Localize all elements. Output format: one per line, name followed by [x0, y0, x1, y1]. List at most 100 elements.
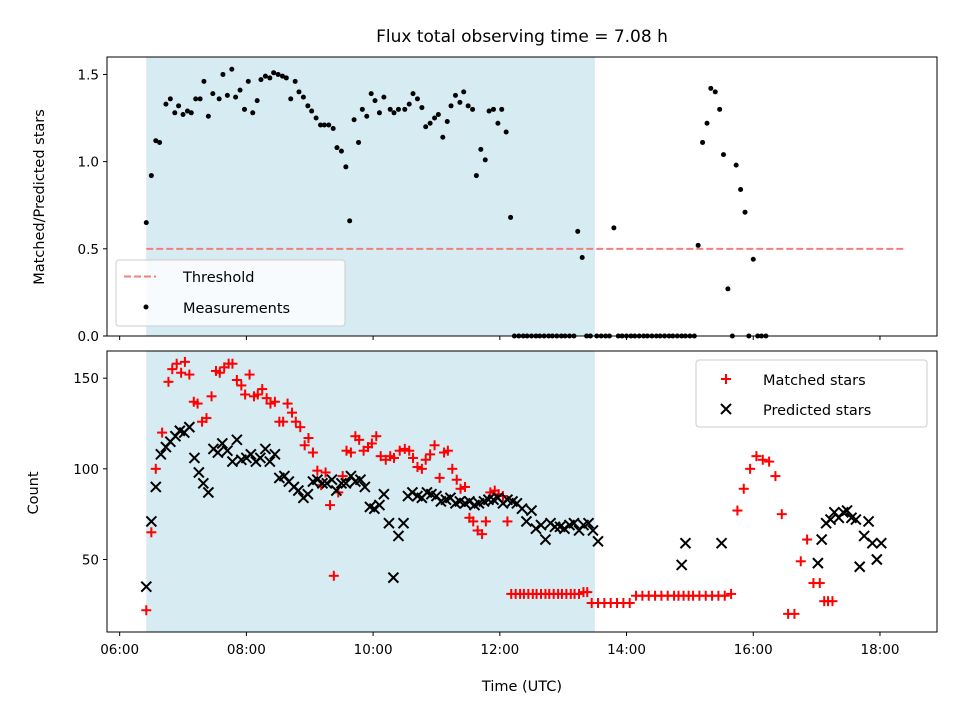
- predicted-legend-marker-b: [720, 403, 732, 415]
- measurement-point: [579, 255, 585, 261]
- predicted-point-b: [321, 477, 333, 490]
- matched-point: [770, 471, 781, 482]
- predicted-point-b: [862, 515, 875, 528]
- predicted-point: [516, 503, 528, 515]
- predicted-point: [368, 503, 381, 515]
- measurement-point: [427, 120, 433, 126]
- matched-point: [412, 462, 423, 473]
- predicted-point: [188, 452, 201, 464]
- matched-point: [416, 463, 427, 474]
- matched-point: [312, 465, 323, 476]
- predicted-point-b: [283, 475, 295, 488]
- matched-point: [214, 367, 225, 378]
- measurement-point: [153, 138, 159, 144]
- predicted-points: [140, 421, 887, 593]
- matched-point: [341, 445, 352, 456]
- measurement-point: [180, 112, 186, 118]
- matched-point: [451, 474, 462, 485]
- matched-point: [261, 393, 272, 404]
- predicted-point-b: [364, 501, 376, 513]
- predicted-point-b: [463, 495, 476, 508]
- matched-point: [477, 529, 488, 540]
- predicted-point: [824, 513, 837, 526]
- predicted-point: [264, 455, 276, 468]
- predicted-point: [245, 448, 257, 461]
- predicted-point: [850, 513, 862, 526]
- matched-point: [167, 364, 178, 375]
- predicted-point-b: [354, 474, 367, 486]
- predicted-point-b: [558, 522, 571, 535]
- measurement-point: [368, 91, 374, 97]
- predicted-point: [549, 521, 561, 533]
- predicted-point-b: [302, 488, 314, 500]
- matched-point: [328, 570, 339, 581]
- matched-point: [447, 463, 458, 474]
- predicted-legend-marker: [720, 403, 732, 415]
- ratio-legend: Threshold Measurements: [115, 259, 346, 327]
- predicted-point: [359, 481, 371, 493]
- matched-point: [404, 445, 415, 456]
- predicted-point-b: [202, 486, 215, 499]
- predicted-point: [525, 504, 538, 517]
- counts-xtick-label: 06:00: [100, 642, 139, 658]
- predicted-point-b: [264, 455, 276, 468]
- measurement-point: [423, 124, 429, 130]
- measurement-point: [262, 73, 268, 79]
- measurement-point: [372, 98, 378, 104]
- measurement-point: [717, 106, 723, 112]
- measurement-point: [167, 96, 173, 102]
- measurement-point: [338, 148, 344, 154]
- measurement-point: [143, 220, 149, 226]
- measurement-point: [334, 145, 340, 151]
- predicted-point-b: [715, 537, 728, 549]
- predicted-point: [212, 446, 224, 459]
- predicted-point-b: [492, 492, 504, 504]
- measurement-point: [470, 106, 476, 112]
- measurement-point: [742, 209, 748, 215]
- predicted-point-b: [254, 452, 267, 464]
- counts-xtick-label: 10:00: [354, 642, 393, 658]
- matched-point: [265, 398, 276, 409]
- predicted-point-b: [871, 553, 883, 566]
- measurement-point: [444, 119, 450, 125]
- predicted-point-b: [675, 559, 688, 571]
- measurement-point: [229, 66, 235, 72]
- predicted-point-b: [875, 537, 887, 549]
- predicted-point: [335, 477, 348, 490]
- matched-point: [269, 396, 280, 407]
- matched-point: [429, 440, 440, 451]
- matched-point: [814, 578, 825, 589]
- measurement-point: [508, 214, 514, 220]
- measurement-point: [725, 286, 731, 292]
- measurement-point: [288, 96, 294, 102]
- measurement-point: [720, 152, 726, 158]
- measurement-point: [611, 225, 617, 231]
- predicted-point-b: [679, 537, 692, 549]
- measurement-point: [300, 94, 306, 100]
- matched-point: [455, 483, 466, 494]
- measurement-point: [708, 85, 714, 91]
- measurement-point: [313, 115, 319, 121]
- predicted-point-b: [212, 446, 224, 459]
- predicted-point-b: [316, 477, 329, 490]
- ratio-ytick-label: 1.0: [78, 155, 99, 171]
- predicted-point: [193, 466, 205, 479]
- predicted-point: [568, 517, 580, 529]
- measurement-point: [376, 110, 382, 116]
- ratio-ytick-label: 0.5: [78, 242, 99, 258]
- ratio-ytick-label: 1.5: [78, 67, 99, 83]
- ratio-axes: 0.0 0.5 1.0 1.5: [78, 56, 938, 345]
- measurements-legend-label: Measurements: [183, 301, 290, 317]
- matched-point: [375, 451, 386, 462]
- matched-point: [278, 416, 289, 427]
- predicted-point-b: [853, 561, 866, 573]
- matched-point: [295, 422, 306, 433]
- counts-xtick-label: 08:00: [227, 642, 266, 658]
- ratio-frame: [106, 56, 938, 337]
- counts-xtick-label: 14:00: [607, 642, 646, 658]
- matched-point: [345, 447, 356, 458]
- counts-frame: [106, 350, 938, 633]
- measurement-point: [233, 94, 239, 100]
- measurement-point: [495, 120, 501, 126]
- predicted-point: [140, 580, 152, 593]
